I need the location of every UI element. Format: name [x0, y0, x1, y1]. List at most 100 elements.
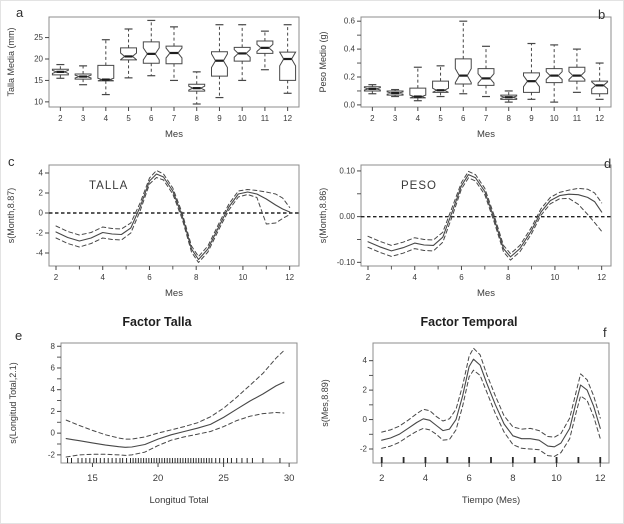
svg-text:0.00: 0.00	[339, 212, 355, 221]
svg-text:-4: -4	[36, 249, 44, 258]
svg-text:12: 12	[595, 473, 606, 484]
smooth-line	[65, 381, 285, 448]
plot-frame	[60, 342, 298, 464]
svg-text:4: 4	[363, 356, 368, 365]
svg-text:-2: -2	[360, 445, 368, 454]
smooth-talla-month: -4 -2 0 2 4 2 4 6 8 10 12 Mes s(Month,8.87) TALLA	[6, 164, 300, 299]
plot-frame	[48, 164, 300, 267]
svg-text:11: 11	[261, 114, 270, 123]
svg-text:-0.10: -0.10	[337, 258, 356, 267]
smooth-line	[367, 174, 603, 258]
svg-text:25: 25	[34, 33, 43, 42]
svg-text:7: 7	[484, 114, 489, 123]
box	[211, 51, 228, 77]
box	[142, 41, 160, 64]
panel-letter-c: c	[8, 154, 15, 169]
svg-text:6: 6	[459, 273, 464, 282]
svg-text:10: 10	[34, 97, 43, 106]
y-axis: -0.10 0.00 0.10	[337, 166, 361, 267]
smooth-factor-temporal: -2 0 2 4 2 4 6 8 10 12 Tiempo (Mes) s(Mes,8.89)	[320, 342, 610, 506]
svg-text:0.2: 0.2	[344, 73, 356, 82]
plot-frame	[360, 164, 612, 267]
box	[278, 51, 297, 81]
boxplot-talla-media: 10 15 20 25 2 3 4 5 6 7 8 9 10 11 12 Mes Talla Media (mm…	[6, 16, 300, 140]
box	[165, 45, 183, 65]
svg-text:10: 10	[238, 114, 247, 123]
y-axis: -2 0 2 4 6 8	[48, 342, 61, 459]
svg-text:7: 7	[172, 114, 177, 123]
svg-text:2: 2	[366, 273, 371, 282]
smooth-line	[381, 358, 601, 448]
svg-text:10: 10	[550, 114, 559, 123]
svg-text:3: 3	[393, 114, 398, 123]
svg-text:10: 10	[238, 273, 247, 282]
boxplot-peso-medio: 0.0 0.2 0.4 0.6 2 3 4 5 6 7 8 9 10 11 12 Mes Peso Medio …	[318, 16, 612, 140]
rug	[380, 457, 602, 463]
svg-text:12: 12	[595, 114, 604, 123]
svg-text:2: 2	[370, 114, 375, 123]
svg-text:0.0: 0.0	[344, 100, 356, 109]
svg-text:4: 4	[39, 169, 44, 178]
svg-text:0.4: 0.4	[344, 45, 356, 54]
svg-text:0: 0	[39, 209, 44, 218]
box	[97, 64, 115, 82]
ci-upper	[55, 170, 291, 257]
svg-text:6: 6	[51, 363, 56, 372]
smooth-factor-talla: -2 0 2 4 6 8 15 20 25 30 Longitud Total s(Longitud …	[8, 342, 298, 506]
box	[591, 80, 609, 95]
svg-text:4: 4	[413, 273, 418, 282]
panel-title-factor-temporal: Factor Temporal	[420, 315, 518, 329]
y-axis-title: Talla Media (mm)	[6, 27, 16, 96]
y-axis-title: s(Month,8.87)	[6, 188, 16, 244]
x-axis-title: Mes	[165, 129, 183, 140]
svg-text:0.6: 0.6	[344, 17, 356, 26]
svg-text:2: 2	[363, 386, 368, 395]
y-axis-title: s(Month,8.86)	[318, 188, 328, 244]
ci-upper	[65, 350, 285, 440]
svg-text:4: 4	[104, 114, 109, 123]
boxes	[51, 19, 297, 105]
x-axis-title: Mes	[477, 129, 495, 140]
x-axis-title: Mes	[477, 288, 495, 299]
rug	[67, 458, 281, 463]
smooth-peso-month: -0.10 0.00 0.10 2 4 6 8 10 12 Mes s(Month,8.86) PES…	[318, 164, 612, 299]
svg-text:4: 4	[416, 114, 421, 123]
panel-letter-e: e	[15, 328, 23, 343]
y-axis: -2 0 2 4	[360, 356, 373, 454]
svg-text:3: 3	[81, 114, 86, 123]
y-axis-title: s(Mes,8.89)	[320, 379, 330, 427]
svg-text:15: 15	[34, 76, 43, 85]
y-axis-title: Peso Medio (g)	[318, 31, 328, 92]
svg-text:6: 6	[461, 114, 466, 123]
svg-text:6: 6	[466, 473, 471, 484]
panel-title-factor-talla: Factor Talla	[122, 315, 192, 329]
svg-text:30: 30	[284, 473, 295, 484]
ci-lower	[381, 369, 601, 457]
box	[523, 72, 540, 93]
svg-text:0.10: 0.10	[339, 166, 355, 175]
svg-text:6: 6	[149, 114, 154, 123]
box	[477, 68, 495, 86]
svg-text:12: 12	[285, 273, 294, 282]
svg-text:10: 10	[551, 473, 562, 484]
svg-text:25: 25	[218, 473, 229, 484]
boxes	[363, 20, 609, 103]
x-axis: 2 3 4 5 6 7 8 9 10 11 12	[58, 107, 293, 123]
svg-text:9: 9	[529, 114, 534, 123]
inner-label: TALLA	[89, 180, 128, 192]
box	[568, 66, 586, 82]
ci-upper	[381, 347, 601, 438]
svg-text:8: 8	[506, 273, 511, 282]
x-axis: 2 4 6 8 10 12	[366, 266, 607, 282]
panel-letter-f: f	[603, 325, 607, 340]
ci-lower	[367, 177, 603, 261]
svg-text:5: 5	[438, 114, 443, 123]
box	[120, 47, 137, 61]
svg-text:2: 2	[51, 407, 56, 416]
y-axis: 10 15 20 25	[34, 33, 49, 106]
x-axis: 15 20 25 30	[87, 463, 294, 484]
svg-text:20: 20	[153, 473, 164, 484]
svg-text:8: 8	[507, 114, 512, 123]
svg-text:0: 0	[51, 429, 56, 438]
